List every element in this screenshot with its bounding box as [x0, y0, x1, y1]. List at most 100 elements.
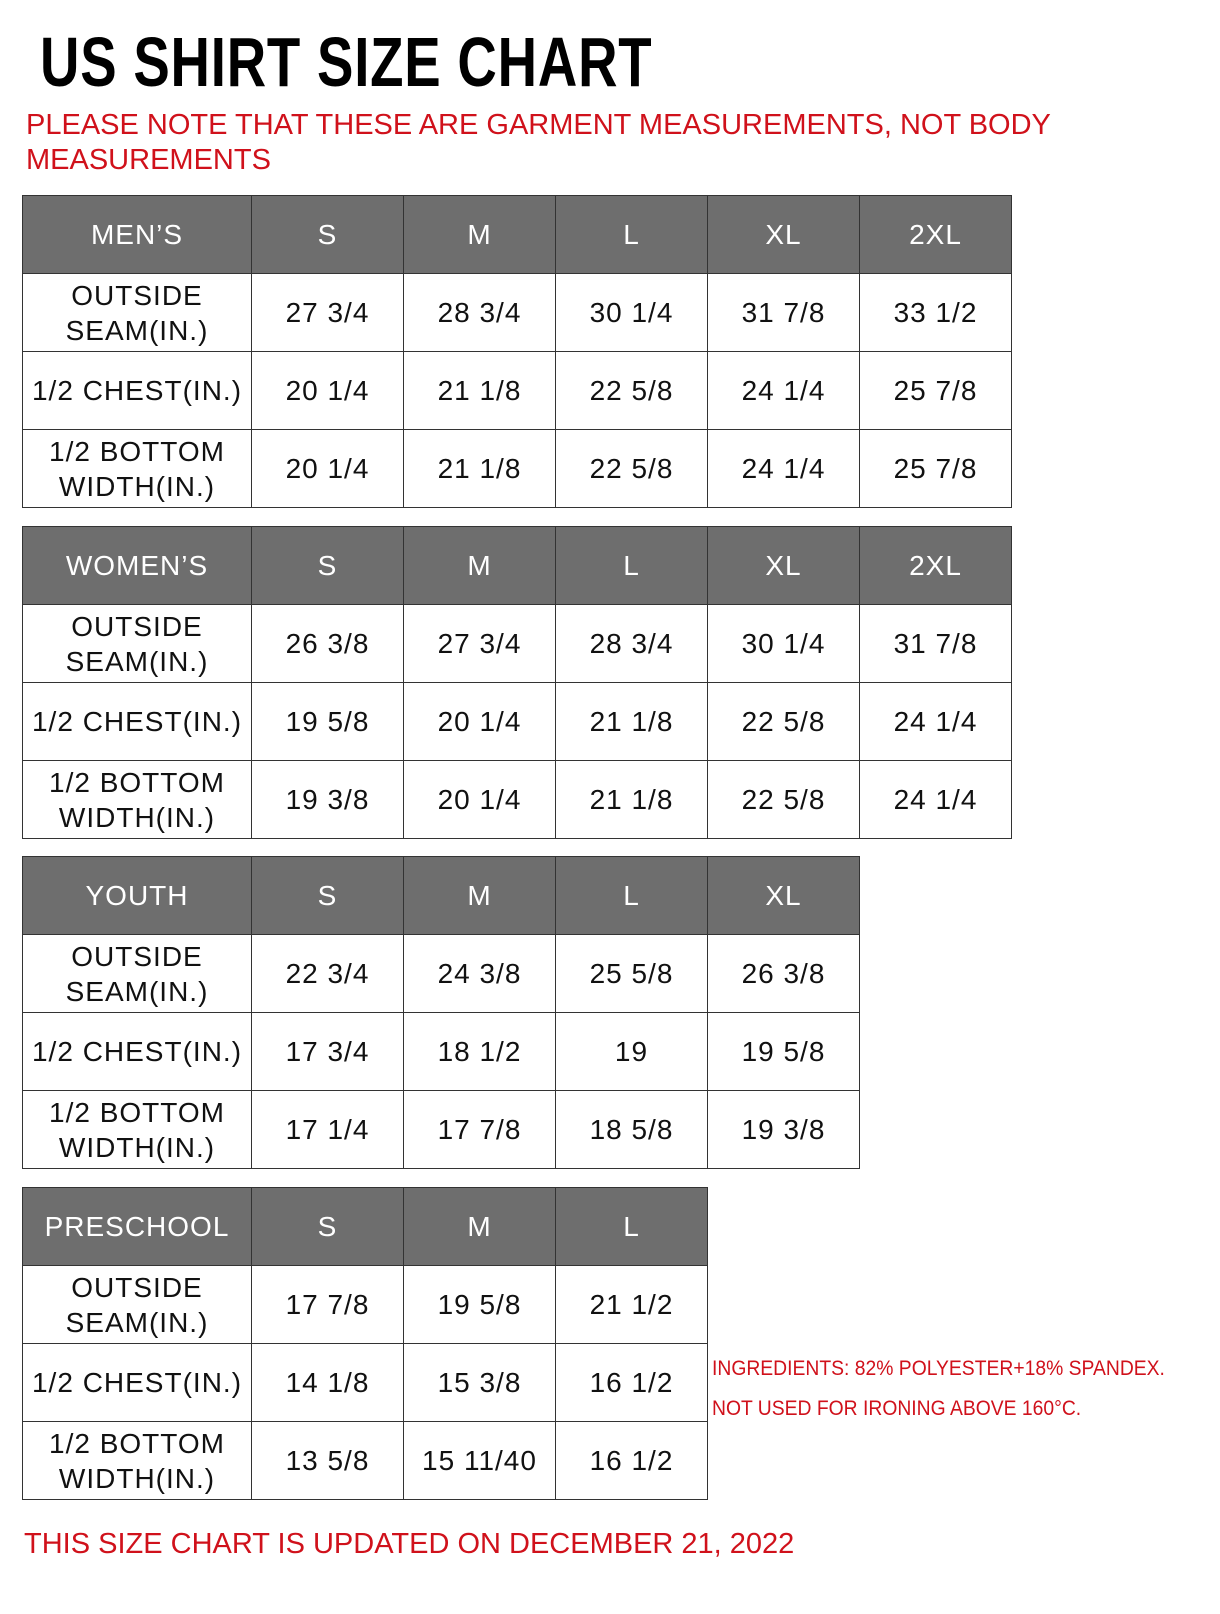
label-cell: OUTSIDE SEAM(IN.): [22, 273, 252, 352]
header-cell: L: [555, 526, 708, 605]
row: 1/2 CHEST(IN.) 17 3/4 18 1/2 19 19 5/8: [22, 1012, 860, 1091]
note: PLEASE NOTE THAT THESE ARE GARMENT MEASU…: [26, 109, 1051, 176]
value-cell: 25 5/8: [555, 934, 708, 1013]
row: 1/2 CHEST(IN.) 14 1/8 15 3/8 16 1/2: [22, 1343, 708, 1422]
label-cell: 1/2 BOTTOM WIDTH(IN.): [22, 1421, 252, 1500]
value-cell: 25 7/8: [859, 351, 1012, 430]
value-cell: 17 1/4: [251, 1090, 404, 1169]
value-cell: 17 7/8: [403, 1090, 556, 1169]
value-cell: 19 3/8: [251, 760, 404, 839]
value-cell: 22 5/8: [555, 429, 708, 508]
header-cell: XL: [707, 856, 860, 935]
value-cell: 30 1/4: [707, 604, 860, 683]
value-cell: 14 1/8: [251, 1343, 404, 1422]
row: OUTSIDE SEAM(IN.) 17 7/8 19 5/8 21 1/2: [22, 1265, 708, 1344]
header-cell: XL: [707, 526, 860, 605]
value-cell: 28 3/4: [555, 604, 708, 683]
value-cell: 27 3/4: [251, 273, 404, 352]
value-cell: 18 1/2: [403, 1012, 556, 1091]
value-cell: 15 3/8: [403, 1343, 556, 1422]
label-cell: OUTSIDE SEAM(IN.): [22, 604, 252, 683]
row: 1/2 BOTTOM WIDTH(IN.) 17 1/4 17 7/8 18 5/8 1…: [22, 1090, 860, 1169]
header-cell: S: [251, 1187, 404, 1266]
header-row: PRESCHOOL S M L: [22, 1187, 708, 1266]
size-table: WOMEN’S S M L XL 2XL OUTSIDE SEAM(IN.) 26 3/8 27…: [22, 526, 1012, 839]
value-cell: 19 5/8: [707, 1012, 860, 1091]
header-cell: YOUTH: [22, 856, 252, 935]
value-cell: 22 3/4: [251, 934, 404, 1013]
header-cell: WOMEN’S: [22, 526, 252, 605]
label-cell: 1/2 BOTTOM WIDTH(IN.): [22, 760, 252, 839]
header-cell: L: [555, 195, 708, 274]
header-cell: L: [555, 856, 708, 935]
size-table: YOUTH S M L XL OUTSIDE SEAM(IN.) 22 3/4 24 3/8 2…: [22, 856, 860, 1169]
ironing-note: NOT USED FOR IRONING ABOVE 160°C.: [712, 1397, 1082, 1420]
header-row: MEN’S S M L XL 2XL: [22, 195, 1012, 274]
value-cell: 21 1/8: [403, 351, 556, 430]
label-cell: 1/2 BOTTOM WIDTH(IN.): [22, 1090, 252, 1169]
header-cell: L: [555, 1187, 708, 1266]
header-row: WOMEN’S S M L XL 2XL: [22, 526, 1012, 605]
value-cell: 19 5/8: [403, 1265, 556, 1344]
header-cell: PRESCHOOL: [22, 1187, 252, 1266]
size-table: MEN’S S M L XL 2XL OUTSIDE SEAM(IN.) 27 3/4 28 3…: [22, 195, 1012, 508]
value-cell: 20 1/4: [403, 682, 556, 761]
value-cell: 24 1/4: [859, 760, 1012, 839]
header-cell: M: [403, 195, 556, 274]
value-cell: 33 1/2: [859, 273, 1012, 352]
value-cell: 24 1/4: [859, 682, 1012, 761]
value-cell: 20 1/4: [403, 760, 556, 839]
value-cell: 17 7/8: [251, 1265, 404, 1344]
header-cell: M: [403, 856, 556, 935]
value-cell: 30 1/4: [555, 273, 708, 352]
value-cell: 22 5/8: [707, 682, 860, 761]
header-cell: M: [403, 1187, 556, 1266]
value-cell: 22 5/8: [555, 351, 708, 430]
size-table: PRESCHOOL S M L OUTSIDE SEAM(IN.) 17 7/8 19 5/…: [22, 1187, 708, 1500]
value-cell: 25 7/8: [859, 429, 1012, 508]
value-cell: 20 1/4: [251, 429, 404, 508]
label-cell: 1/2 CHEST(IN.): [22, 682, 252, 761]
header-row: YOUTH S M L XL: [22, 856, 860, 935]
row: 1/2 CHEST(IN.) 19 5/8 20 1/4 21 1/8 22 5/8 24…: [22, 682, 1012, 761]
header-cell: MEN’S: [22, 195, 252, 274]
value-cell: 28 3/4: [403, 273, 556, 352]
header-cell: 2XL: [859, 195, 1012, 274]
value-cell: 22 5/8: [707, 760, 860, 839]
row: 1/2 BOTTOM WIDTH(IN.) 19 3/8 20 1/4 21 1/8 2…: [22, 760, 1012, 839]
value-cell: 27 3/4: [403, 604, 556, 683]
value-cell: 19 5/8: [251, 682, 404, 761]
value-cell: 26 3/8: [707, 934, 860, 1013]
title: US SHIRT SIZE CHART: [40, 23, 653, 101]
value-cell: 13 5/8: [251, 1421, 404, 1500]
value-cell: 21 1/8: [555, 682, 708, 761]
footer: THIS SIZE CHART IS UPDATED ON DECEMBER 2…: [24, 1528, 795, 1560]
row: OUTSIDE SEAM(IN.) 26 3/8 27 3/4 28 3/4 30 1/…: [22, 604, 1012, 683]
value-cell: 21 1/2: [555, 1265, 708, 1344]
value-cell: 26 3/8: [251, 604, 404, 683]
label-cell: OUTSIDE SEAM(IN.): [22, 934, 252, 1013]
value-cell: 17 3/4: [251, 1012, 404, 1091]
row: OUTSIDE SEAM(IN.) 22 3/4 24 3/8 25 5/8 26 3/…: [22, 934, 860, 1013]
value-cell: 19 3/8: [707, 1090, 860, 1169]
header-cell: S: [251, 856, 404, 935]
row: 1/2 BOTTOM WIDTH(IN.) 20 1/4 21 1/8 22 5/8 2…: [22, 429, 1012, 508]
value-cell: 15 11/40: [403, 1421, 556, 1500]
value-cell: 21 1/8: [555, 760, 708, 839]
label-cell: OUTSIDE SEAM(IN.): [22, 1265, 252, 1344]
header-cell: XL: [707, 195, 860, 274]
label-cell: 1/2 BOTTOM WIDTH(IN.): [22, 429, 252, 508]
header-cell: S: [251, 195, 404, 274]
row: OUTSIDE SEAM(IN.) 27 3/4 28 3/4 30 1/4 31 7/…: [22, 273, 1012, 352]
value-cell: 19: [555, 1012, 708, 1091]
row: 1/2 CHEST(IN.) 20 1/4 21 1/8 22 5/8 24 1/4 25…: [22, 351, 1012, 430]
row: 1/2 BOTTOM WIDTH(IN.) 13 5/8 15 11/40 16 1/…: [22, 1421, 708, 1500]
ingredients-note: INGREDIENTS: 82% POLYESTER+18% SPANDEX.: [712, 1357, 1165, 1380]
label-cell: 1/2 CHEST(IN.): [22, 351, 252, 430]
value-cell: 20 1/4: [251, 351, 404, 430]
value-cell: 24 1/4: [707, 429, 860, 508]
value-cell: 18 5/8: [555, 1090, 708, 1169]
value-cell: 16 1/2: [555, 1343, 708, 1422]
header-cell: 2XL: [859, 526, 1012, 605]
